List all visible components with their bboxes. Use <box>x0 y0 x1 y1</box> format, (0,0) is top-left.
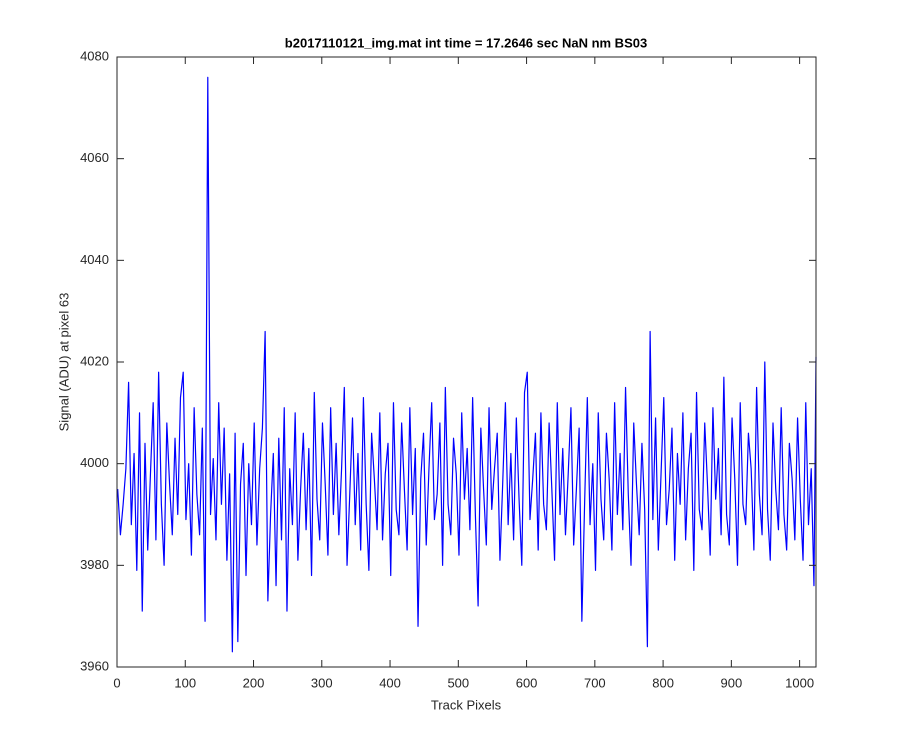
x-tick-label: 600 <box>516 675 538 690</box>
x-tick-label: 900 <box>721 675 743 690</box>
y-tick-label: 3960 <box>80 658 109 673</box>
x-tick-label: 500 <box>447 675 469 690</box>
x-tick-label: 400 <box>379 675 401 690</box>
x-axis-label: Track Pixels <box>431 697 502 712</box>
y-tick-label: 4080 <box>80 48 109 63</box>
x-tick-label: 200 <box>243 675 265 690</box>
data-line <box>117 76 817 653</box>
x-tick-label: 700 <box>584 675 606 690</box>
y-tick-label: 4040 <box>80 252 109 267</box>
x-tick-label: 800 <box>652 675 674 690</box>
y-tick-label: 3980 <box>80 557 109 572</box>
x-tick-label: 0 <box>113 675 120 690</box>
x-tick-label: 300 <box>311 675 333 690</box>
x-tick-label: 100 <box>174 675 196 690</box>
y-tick-label: 4020 <box>80 353 109 368</box>
y-tick-label: 4060 <box>80 150 109 165</box>
x-tick-label: 1000 <box>785 675 814 690</box>
y-tick-label: 4000 <box>80 455 109 470</box>
chart-title: b2017110121_img.mat int time = 17.2646 s… <box>285 35 647 50</box>
y-axis-label: Signal (ADU) at pixel 63 <box>56 293 71 432</box>
